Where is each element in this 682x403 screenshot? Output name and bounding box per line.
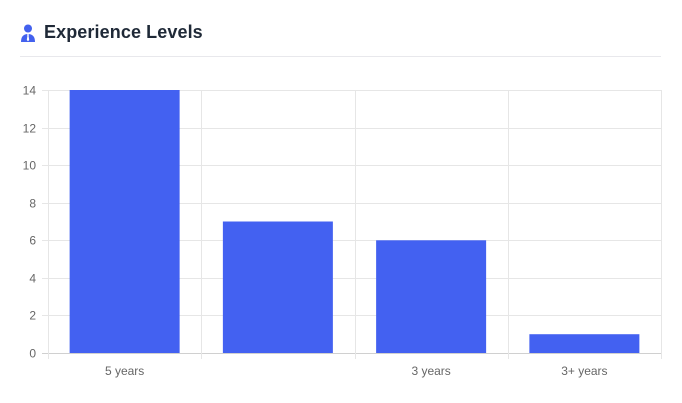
axis-layer: 0 2 4 6 8 10 12 14 5 years 3 years 3+ years bbox=[23, 84, 608, 379]
y-tick-label: 4 bbox=[29, 272, 36, 286]
bar-1[interactable] bbox=[222, 221, 333, 354]
card-header: Experience Levels bbox=[20, 22, 203, 43]
x-tick-label: 3 years bbox=[411, 364, 450, 378]
y-tick-label: 2 bbox=[29, 309, 36, 323]
y-tick-label: 10 bbox=[23, 159, 37, 173]
bar-0[interactable] bbox=[69, 90, 180, 353]
y-tick-label: 6 bbox=[29, 234, 36, 248]
header-divider bbox=[20, 56, 661, 57]
user-tie-icon bbox=[21, 24, 35, 42]
y-tick-label: 12 bbox=[23, 122, 37, 136]
y-tick-label: 14 bbox=[23, 84, 37, 98]
bar-2[interactable] bbox=[376, 240, 487, 353]
y-tick-label: 0 bbox=[29, 347, 36, 361]
bar-3[interactable] bbox=[529, 334, 640, 353]
y-tick-label: 8 bbox=[29, 197, 36, 211]
bar-layer bbox=[69, 90, 640, 354]
card-title: Experience Levels bbox=[44, 22, 203, 42]
x-tick-label: 5 years bbox=[105, 364, 144, 378]
x-tick-label: 3+ years bbox=[561, 364, 607, 378]
